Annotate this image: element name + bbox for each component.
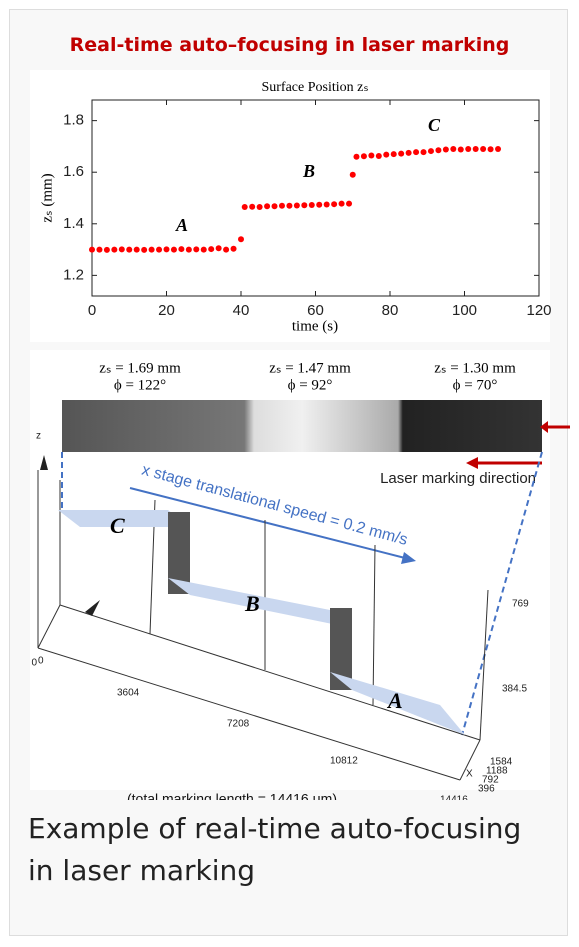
- point: [208, 246, 214, 252]
- point: [465, 146, 471, 152]
- point: [119, 246, 125, 252]
- point: [294, 202, 300, 208]
- direction-label: Laser marking direction: [380, 470, 536, 487]
- point: [149, 247, 155, 253]
- point: [126, 247, 132, 253]
- point: [413, 149, 419, 155]
- point: [193, 246, 199, 252]
- point: [223, 247, 229, 253]
- phase-zs: zₛ = 1.30 mm: [434, 360, 516, 376]
- point: [156, 247, 162, 253]
- point: [301, 202, 307, 208]
- y-tick-label: 1.8: [63, 112, 84, 129]
- point: [249, 204, 255, 210]
- y-tick-label: 1.4: [63, 215, 84, 232]
- point: [361, 153, 367, 159]
- point: [111, 247, 117, 253]
- x-tick-label: 100: [452, 302, 477, 319]
- point: [480, 146, 486, 152]
- tick-label: 10812: [330, 756, 358, 767]
- point: [201, 247, 207, 253]
- figure: Surface Position zₛ time (s) zₛ (mm) A B…: [0, 0, 579, 800]
- phase-phi: ϕ = 70°: [453, 377, 498, 393]
- point: [134, 247, 140, 253]
- x-tick-label: 120: [526, 302, 551, 319]
- point: [368, 152, 374, 158]
- point: [272, 203, 278, 209]
- point: [264, 203, 270, 209]
- point: [488, 146, 494, 152]
- y-tick-label: 1.2: [63, 266, 84, 283]
- point: [279, 203, 285, 209]
- point: [164, 246, 170, 252]
- point: [443, 147, 449, 153]
- point: [324, 201, 330, 207]
- point: [89, 247, 95, 253]
- x-tick-label: 80: [382, 302, 399, 319]
- phase-zs: zₛ = 1.47 mm: [269, 360, 351, 376]
- y-axis-label: zₛ (mm): [39, 173, 55, 222]
- point: [350, 172, 356, 178]
- annotation: C: [428, 115, 441, 135]
- chart-title: Surface Position zₛ: [261, 80, 368, 95]
- point: [96, 247, 102, 253]
- phase-phi: ϕ = 122°: [114, 377, 166, 393]
- point: [421, 149, 427, 155]
- point: [435, 147, 441, 153]
- x-tick-label: 40: [233, 302, 250, 319]
- phase-zs: zₛ = 1.69 mm: [99, 360, 181, 376]
- axis-label: z: [36, 431, 41, 442]
- point: [473, 146, 479, 152]
- point: [171, 247, 177, 253]
- tick-label: 0: [31, 658, 37, 669]
- point: [316, 202, 322, 208]
- tick-label: 7208: [227, 719, 250, 730]
- point: [428, 148, 434, 154]
- point: [331, 201, 337, 207]
- x-tick-label: 60: [307, 302, 324, 319]
- segment-label: C: [110, 513, 125, 538]
- tick-label: 384.5: [502, 684, 527, 695]
- point: [391, 151, 397, 157]
- point: [309, 202, 315, 208]
- point: [450, 146, 456, 152]
- annotation: A: [175, 215, 188, 235]
- point: [257, 204, 263, 210]
- point: [186, 247, 192, 253]
- x-tick-label: 20: [158, 302, 175, 319]
- point: [495, 146, 501, 152]
- tick-label: 3604: [117, 688, 140, 699]
- point: [376, 153, 382, 159]
- point: [286, 203, 292, 209]
- x-tick-label: 0: [88, 302, 96, 319]
- point: [339, 201, 345, 207]
- point: [406, 150, 412, 156]
- annotation: B: [302, 161, 315, 181]
- tick-label: 14416: [440, 795, 468, 800]
- point: [104, 247, 110, 253]
- x-axis-label: time (s): [292, 318, 338, 334]
- point: [346, 201, 352, 207]
- segment-label: B: [244, 591, 260, 616]
- segment-label: A: [386, 688, 403, 713]
- tick-label: 0: [38, 656, 44, 667]
- phase-phi: ϕ = 92°: [288, 377, 333, 393]
- caption: Example of real-time auto-focusing in la…: [28, 808, 548, 892]
- tick-label: 396: [478, 784, 495, 795]
- point: [383, 152, 389, 158]
- point: [242, 204, 248, 210]
- point: [216, 245, 222, 251]
- point: [238, 236, 244, 242]
- tick-label: 769: [512, 599, 529, 610]
- point: [141, 247, 147, 253]
- axis-label: X: [466, 769, 473, 780]
- y-tick-label: 1.6: [63, 163, 84, 180]
- point: [353, 154, 359, 160]
- point: [231, 246, 237, 252]
- note: (total marking length = 14416 μm): [127, 791, 337, 800]
- point: [398, 151, 404, 157]
- point: [178, 246, 184, 252]
- point: [458, 147, 464, 153]
- marking-image: [62, 400, 542, 452]
